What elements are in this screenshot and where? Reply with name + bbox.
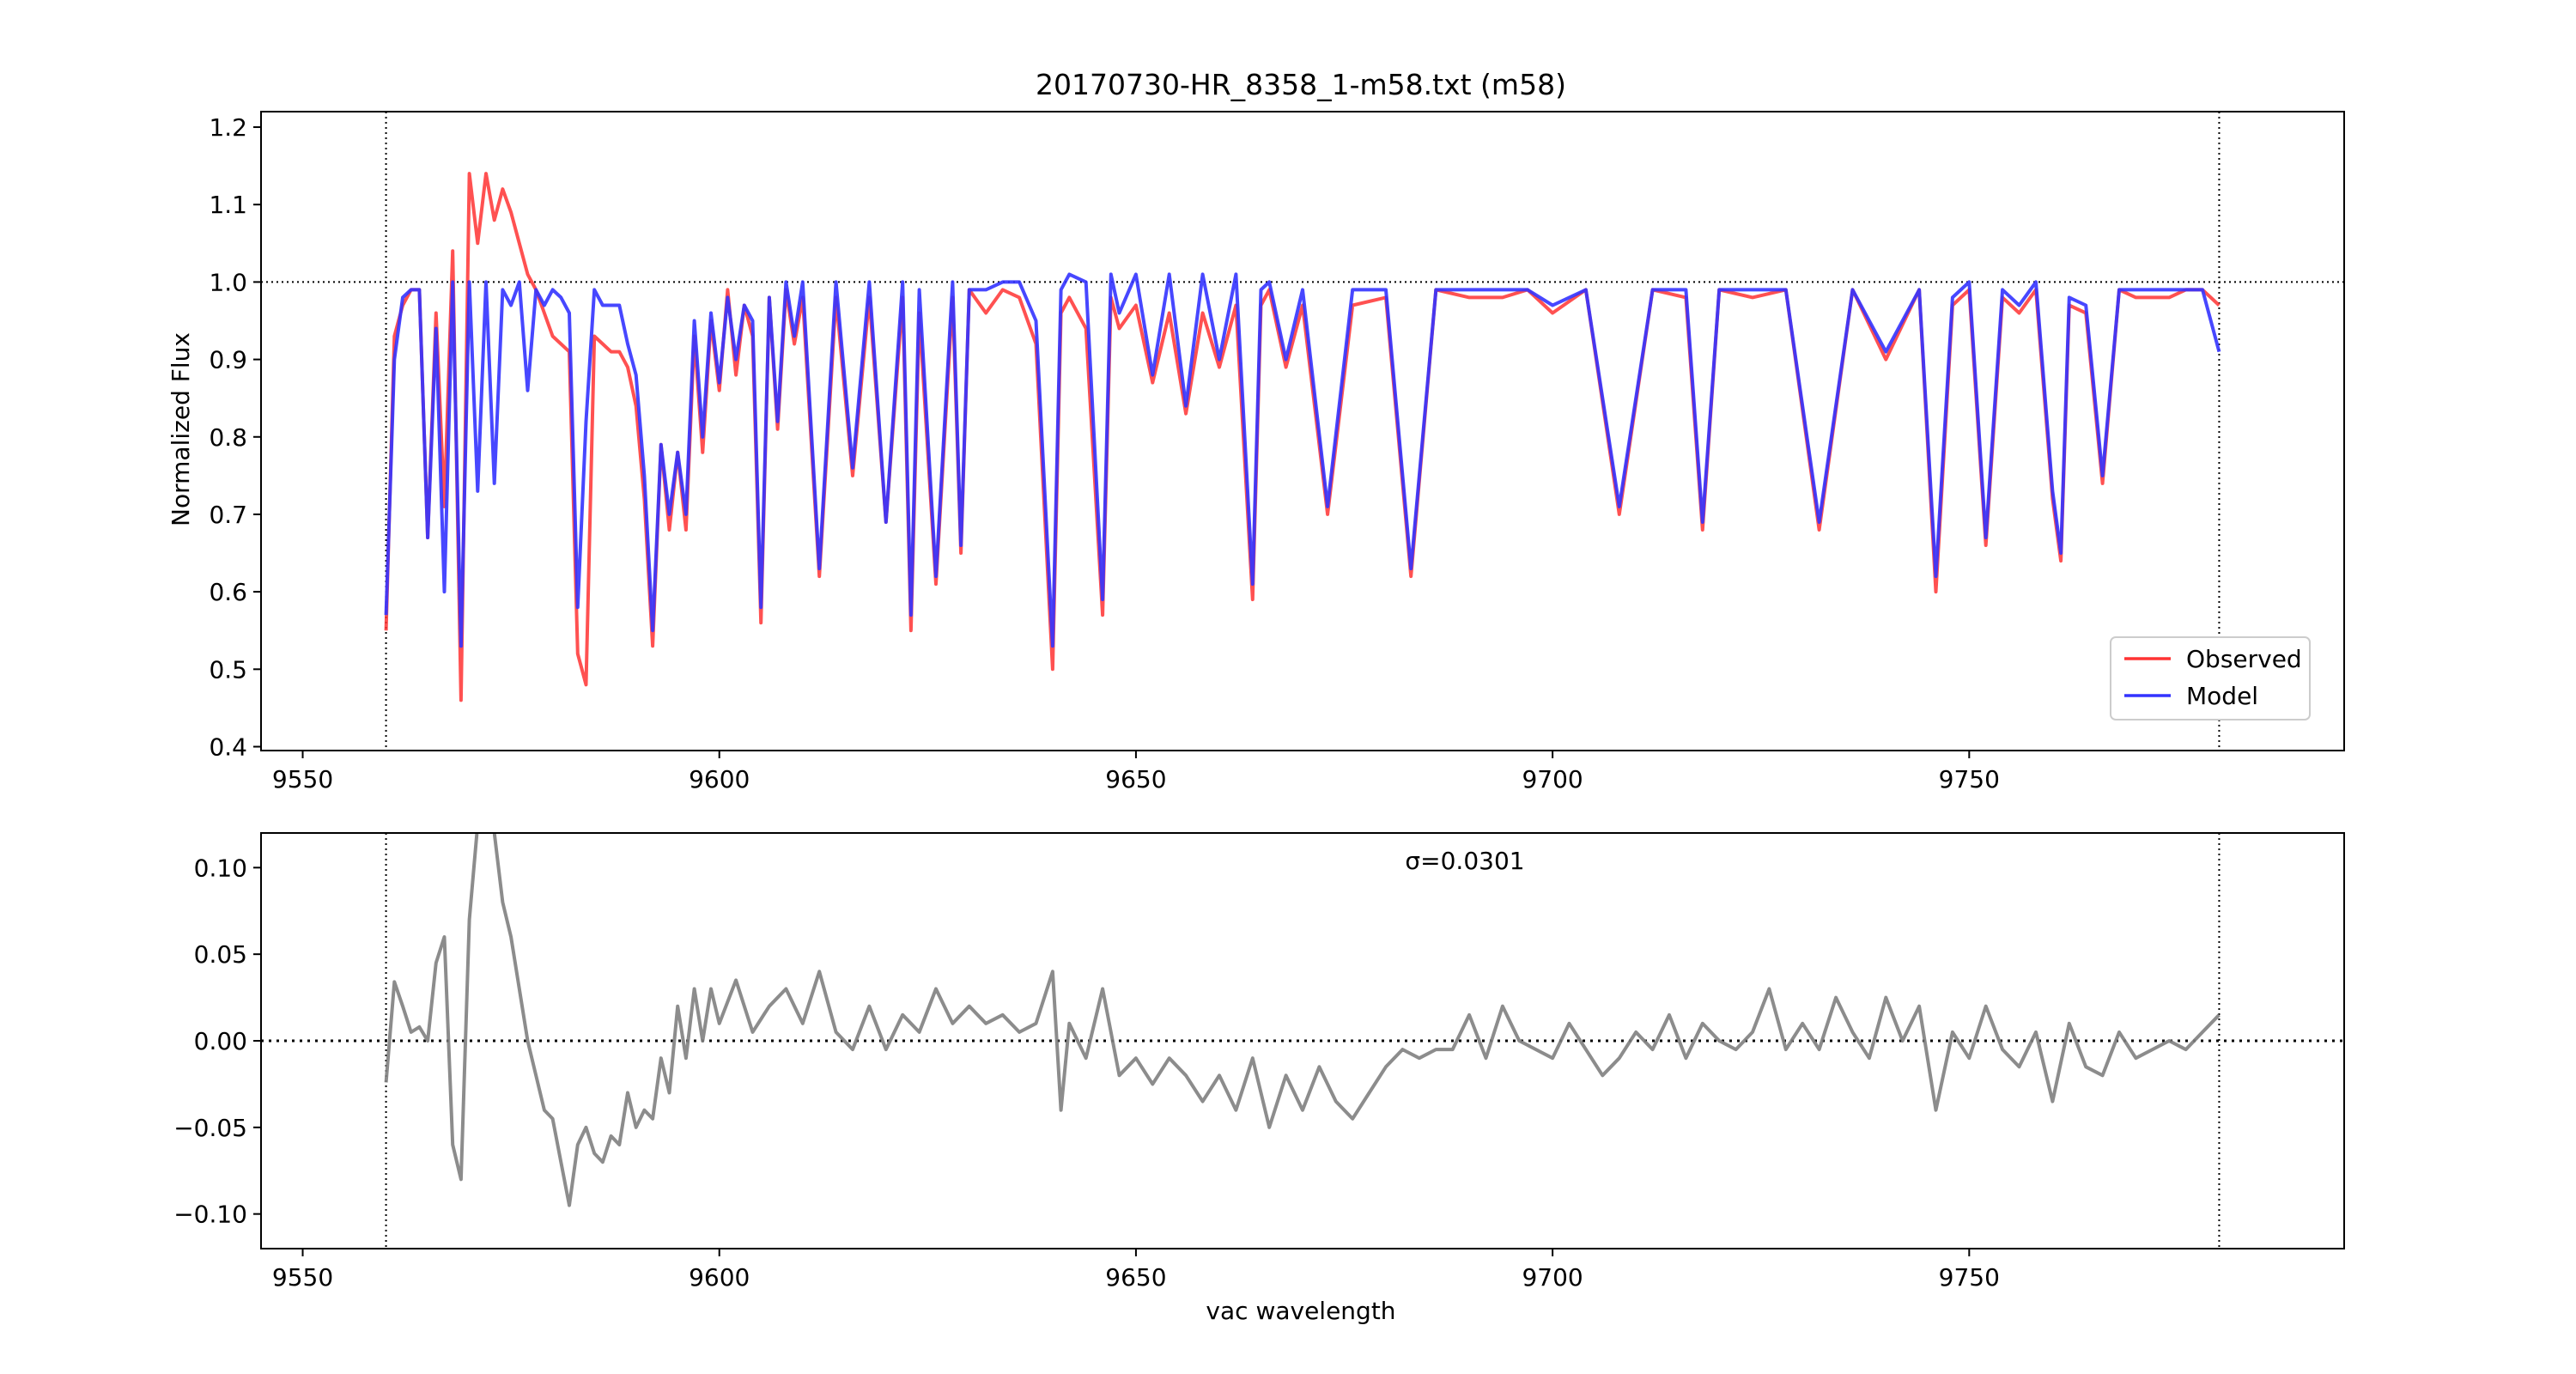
residual-x-tick-label: 9650 (1105, 1263, 1166, 1292)
sigma-annotation: σ=0.0301 (1405, 847, 1524, 875)
legend-label-observed: Observed (2186, 645, 2302, 673)
residual-x-tick-label: 9700 (1522, 1263, 1583, 1292)
residual-y-tick-label: 0.00 (194, 1027, 247, 1055)
flux-x-tick-label: 9700 (1522, 765, 1583, 793)
flux-panel: 20170730-HR_8358_1-m58.txt (m58) Normali… (167, 68, 2345, 793)
y-axis-label: Normalized Flux (167, 332, 195, 526)
flux-y-tick-label: 1.2 (209, 113, 247, 142)
legend-label-model: Model (2186, 682, 2258, 710)
flux-y-tick-label: 0.5 (209, 655, 247, 684)
legend: Observed Model (2110, 636, 2311, 720)
residual-panel: vac wavelength σ=0.0301 9550 9600 9650 9700… (173, 832, 2345, 1325)
residual-axis-ticks: 9550 9600 9650 9700 9750 −0.10 −0.05 0.00 0.05 0.… (173, 854, 2000, 1292)
residual-y-tick-label: 0.10 (194, 854, 247, 882)
flux-y-tick-label: 0.7 (209, 501, 247, 529)
flux-y-tick-label: 0.9 (209, 346, 247, 374)
flux-plot-frame (260, 111, 2345, 751)
residual-x-tick-label: 9550 (272, 1263, 333, 1292)
flux-y-tick-label: 0.4 (209, 733, 247, 761)
flux-axis-ticks: 9550 9600 9650 9700 9750 0.4 0.5 0.6 0.7 0.8 0.9 1.… (209, 113, 1999, 793)
residual-x-tick-label: 9600 (689, 1263, 750, 1292)
x-axis-label: vac wavelength (1206, 1297, 1395, 1325)
residual-x-tick-label: 9750 (1939, 1263, 2000, 1292)
flux-y-tick-label: 1.1 (209, 191, 247, 219)
residual-series-group (384, 833, 2221, 1207)
residual-y-tick-label: 0.05 (194, 940, 247, 969)
residual-series-line-residual (384, 833, 2221, 1207)
flux-series-group (384, 172, 2221, 702)
flux-x-tick-label: 9600 (689, 765, 750, 793)
flux-series-line-model (384, 272, 2221, 648)
flux-x-tick-label: 9650 (1105, 765, 1166, 793)
flux-y-tick-label: 1.0 (209, 268, 247, 296)
residual-y-tick-label: −0.10 (173, 1201, 247, 1229)
flux-y-tick-label: 0.6 (209, 578, 247, 606)
chart-title: 20170730-HR_8358_1-m58.txt (m58) (1036, 68, 1566, 101)
flux-y-tick-label: 0.8 (209, 423, 247, 452)
residual-plot-frame (260, 832, 2345, 1249)
residual-reference-lines (261, 833, 2344, 1249)
flux-x-tick-label: 9550 (272, 765, 333, 793)
flux-x-tick-label: 9750 (1939, 765, 2000, 793)
residual-y-tick-label: −0.05 (173, 1114, 247, 1142)
